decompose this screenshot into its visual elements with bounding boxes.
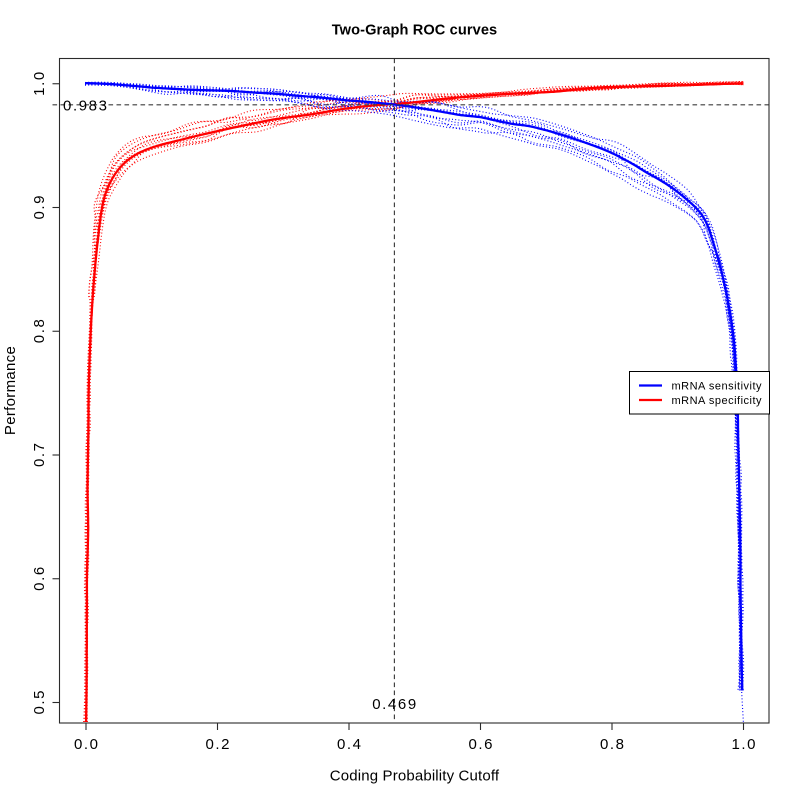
svg-text:0.5: 0.5 [31,689,48,715]
svg-text:0.8: 0.8 [31,318,48,344]
svg-text:0.983: 0.983 [63,98,109,115]
svg-text:0.0: 0.0 [74,736,100,753]
svg-text:0.7: 0.7 [31,441,48,467]
svg-text:0.6: 0.6 [468,736,494,753]
svg-text:0.469: 0.469 [372,696,418,713]
svg-text:Coding Probability Cutoff: Coding Probability Cutoff [330,768,500,785]
svg-text:1.0: 1.0 [31,70,48,96]
svg-text:1.0: 1.0 [731,736,757,753]
svg-text:0.2: 0.2 [205,736,231,753]
svg-text:mRNA sensitivity: mRNA sensitivity [672,381,763,393]
svg-text:mRNA specificity: mRNA specificity [672,395,763,407]
svg-text:0.6: 0.6 [31,565,48,591]
svg-text:0.9: 0.9 [31,194,48,220]
svg-text:0.4: 0.4 [337,736,363,753]
svg-text:0.8: 0.8 [600,736,626,753]
svg-text:Two-Graph ROC curves: Two-Graph ROC curves [332,23,498,39]
svg-text:Performance: Performance [2,346,19,435]
